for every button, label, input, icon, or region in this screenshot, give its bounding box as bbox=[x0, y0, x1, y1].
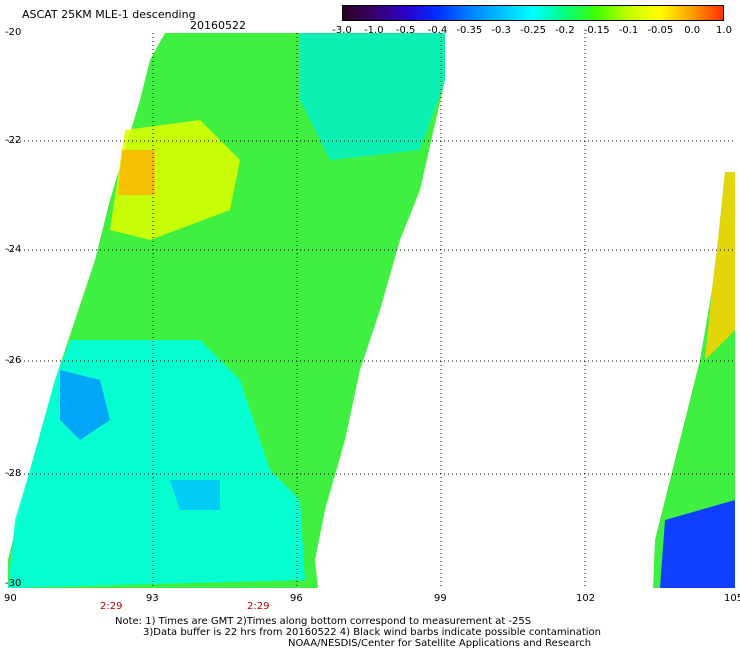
colorbar-tick-label: -0.2 bbox=[555, 25, 575, 36]
colorbar-tick-label: -0.4 bbox=[427, 25, 448, 36]
colorbar-tick-label: -0.3 bbox=[491, 25, 511, 36]
swath-left-blue bbox=[60, 370, 110, 440]
swath-right-blue bbox=[660, 500, 735, 588]
y-tick-label: -28 bbox=[5, 468, 22, 479]
colorbar-tick-label: 0.0 bbox=[684, 25, 701, 36]
plot-title: ASCAT 25KM MLE-1 descending bbox=[22, 8, 196, 21]
x-tick-label: 105 bbox=[724, 593, 740, 604]
plot-date: 20160522 bbox=[190, 19, 246, 32]
x-tick-label: 96 bbox=[290, 593, 303, 604]
note-line-2: 3)Data buffer is 22 hrs from 20160522 4)… bbox=[143, 627, 601, 638]
colorbar-tick-label: -0.15 bbox=[583, 25, 610, 36]
colorbar-tick-label: 1.0 bbox=[716, 25, 732, 36]
x-tick-label: 93 bbox=[146, 593, 159, 604]
colorbar-tick-label: -0.05 bbox=[647, 25, 674, 36]
colorbar-tick-label: -0.1 bbox=[618, 25, 639, 36]
note-line-3: NOAA/NESDIS/Center for Satellite Applica… bbox=[288, 638, 592, 649]
time-label: 2:29 bbox=[100, 601, 123, 612]
colorbar-tick-label: -0.35 bbox=[456, 25, 483, 36]
grid bbox=[8, 33, 735, 588]
colorbar bbox=[342, 5, 724, 21]
y-tick-label: -22 bbox=[5, 135, 22, 146]
x-tick-label: 102 bbox=[576, 593, 596, 604]
colorbar-tick-label: -0.25 bbox=[520, 25, 546, 36]
y-tick-label: -30 bbox=[5, 578, 22, 589]
x-tick-label: 90 bbox=[4, 593, 17, 604]
time-label: 2:29 bbox=[247, 601, 270, 612]
swath-left-cyan-top bbox=[300, 33, 445, 160]
y-tick-label: -26 bbox=[5, 355, 22, 366]
swath-right-yellow bbox=[705, 172, 735, 360]
swath-left-blue2 bbox=[170, 480, 220, 510]
x-tick-label: 99 bbox=[434, 593, 447, 604]
colorbar-tick-label: -1.0 bbox=[364, 25, 384, 36]
note-line-1: Note: 1) Times are GMT 2)Times along bot… bbox=[115, 616, 532, 627]
y-tick-label: -20 bbox=[5, 27, 22, 38]
colorbar-tick-label: -3.0 bbox=[332, 25, 352, 36]
colorbar-tick-label: -0.5 bbox=[395, 25, 416, 36]
swath-left-orange bbox=[118, 150, 155, 195]
y-tick-label: -24 bbox=[5, 244, 22, 255]
